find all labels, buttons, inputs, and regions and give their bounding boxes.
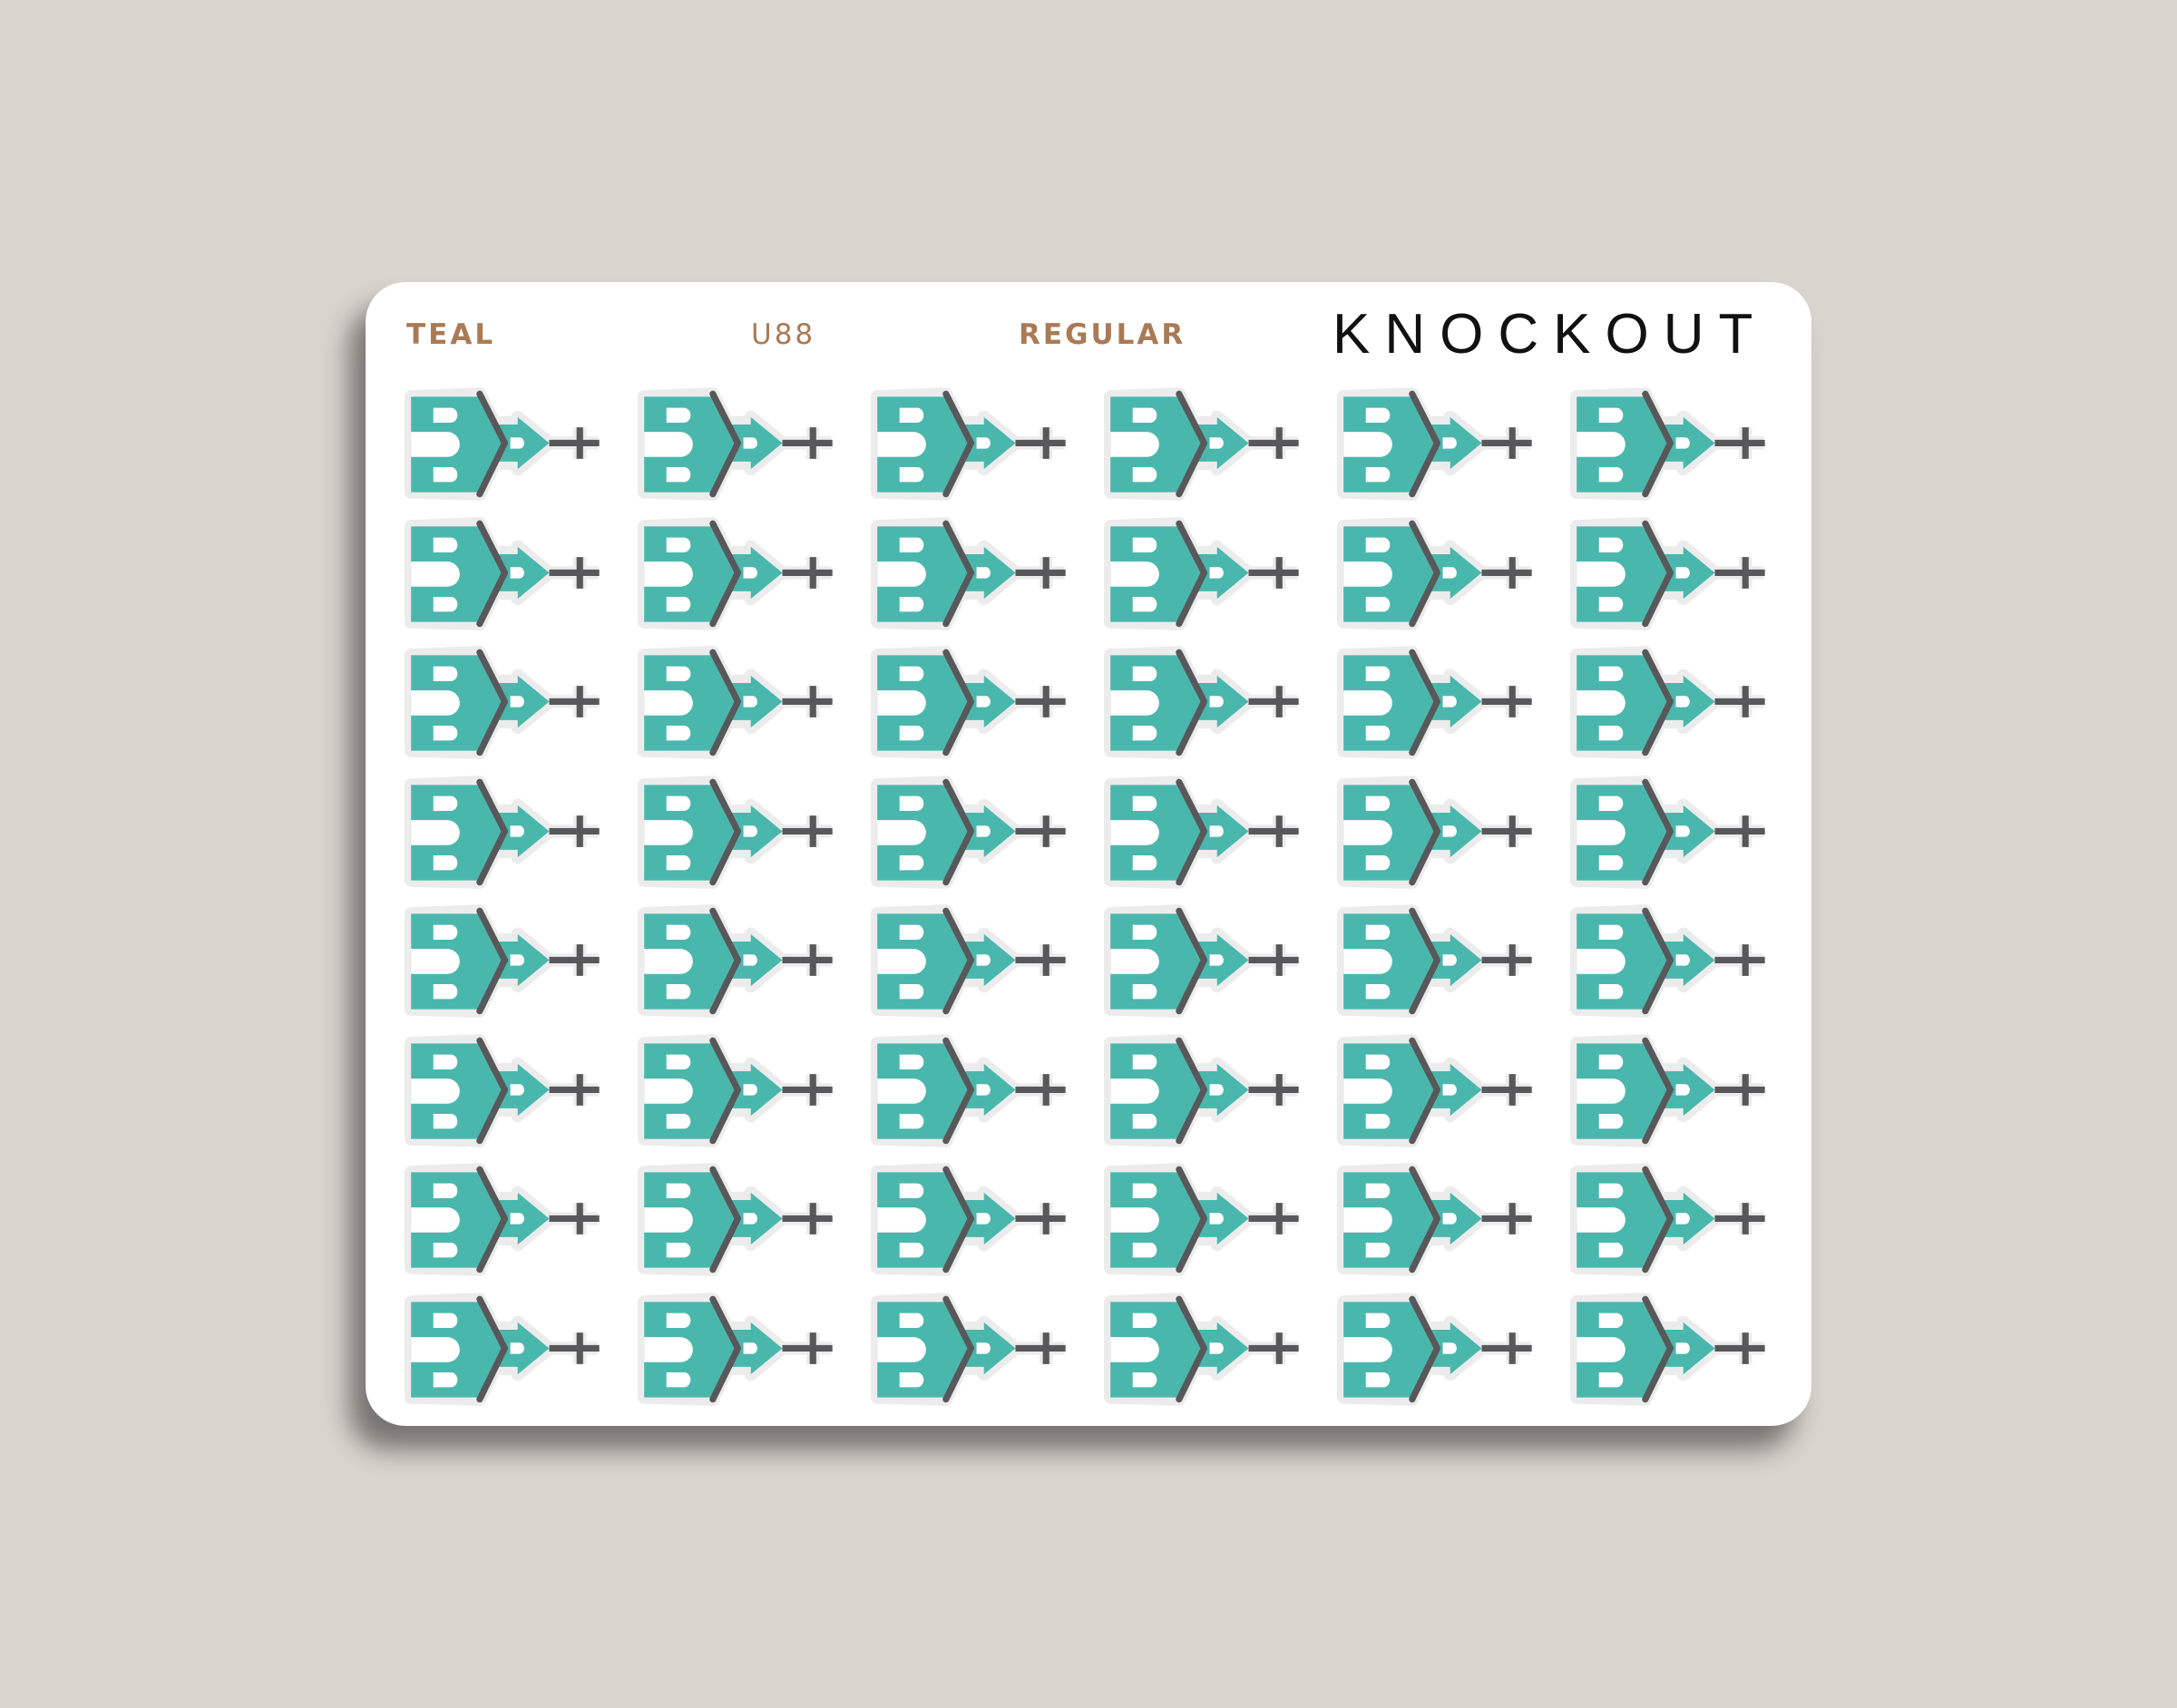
style-label: REGULAR — [1019, 318, 1186, 351]
sticker-sheet: TEAL U88 REGULAR KNOCKOUT — [366, 282, 1811, 1426]
teal-arrow-plus-sticker-icon — [404, 1157, 612, 1284]
teal-arrow-plus-sticker-icon — [870, 770, 1079, 897]
teal-arrow-plus-sticker-icon — [404, 1029, 612, 1156]
teal-arrow-plus-sticker-icon — [1336, 1029, 1545, 1156]
teal-arrow-plus-sticker-icon — [637, 899, 845, 1026]
teal-arrow-plus-sticker-icon — [870, 899, 1079, 1026]
teal-arrow-plus-sticker-icon — [637, 640, 845, 767]
teal-arrow-plus-sticker-icon — [1103, 899, 1312, 1026]
teal-arrow-plus-sticker-icon — [870, 1287, 1079, 1414]
teal-arrow-plus-sticker-icon — [1103, 770, 1312, 897]
color-label: TEAL — [406, 318, 496, 351]
teal-arrow-plus-sticker-icon — [870, 1029, 1079, 1156]
teal-arrow-plus-sticker-icon — [870, 640, 1079, 767]
teal-arrow-plus-sticker-icon — [1103, 1157, 1312, 1284]
teal-arrow-plus-sticker-icon — [637, 512, 845, 639]
teal-arrow-plus-sticker-icon — [870, 1157, 1079, 1284]
teal-arrow-plus-sticker-icon — [1569, 770, 1778, 897]
teal-arrow-plus-sticker-icon — [637, 1287, 845, 1414]
teal-arrow-plus-sticker-icon — [1336, 1157, 1545, 1284]
teal-arrow-plus-sticker-icon — [1569, 1157, 1778, 1284]
code-label: U88 — [751, 318, 816, 351]
sticker-grid — [404, 382, 1802, 1416]
teal-arrow-plus-sticker-icon — [1336, 640, 1545, 767]
teal-arrow-plus-sticker-icon — [1336, 899, 1545, 1026]
teal-arrow-plus-sticker-icon — [404, 1287, 612, 1414]
teal-arrow-plus-sticker-icon — [870, 512, 1079, 639]
teal-arrow-plus-sticker-icon — [637, 1029, 845, 1156]
teal-arrow-plus-sticker-icon — [1103, 1287, 1312, 1414]
teal-arrow-plus-sticker-icon — [1336, 382, 1545, 509]
teal-arrow-plus-sticker-icon — [1103, 640, 1312, 767]
teal-arrow-plus-sticker-icon — [404, 640, 612, 767]
teal-arrow-plus-sticker-icon — [1336, 1287, 1545, 1414]
brand-logo: KNOCKOUT — [1333, 303, 1768, 366]
teal-arrow-plus-sticker-icon — [1103, 1029, 1312, 1156]
teal-arrow-plus-sticker-icon — [637, 1157, 845, 1284]
teal-arrow-plus-sticker-icon — [1569, 1029, 1778, 1156]
teal-arrow-plus-sticker-icon — [1569, 640, 1778, 767]
teal-arrow-plus-sticker-icon — [1336, 770, 1545, 897]
teal-arrow-plus-sticker-icon — [870, 382, 1079, 509]
teal-arrow-plus-sticker-icon — [1103, 512, 1312, 639]
teal-arrow-plus-sticker-icon — [1569, 382, 1778, 509]
teal-arrow-plus-sticker-icon — [404, 770, 612, 897]
teal-arrow-plus-sticker-icon — [404, 382, 612, 509]
teal-arrow-plus-sticker-icon — [637, 382, 845, 509]
teal-arrow-plus-sticker-icon — [404, 512, 612, 639]
teal-arrow-plus-sticker-icon — [404, 899, 612, 1026]
teal-arrow-plus-sticker-icon — [1569, 1287, 1778, 1414]
teal-arrow-plus-sticker-icon — [1569, 512, 1778, 639]
teal-arrow-plus-sticker-icon — [1569, 899, 1778, 1026]
teal-arrow-plus-sticker-icon — [1103, 382, 1312, 509]
teal-arrow-plus-sticker-icon — [637, 770, 845, 897]
teal-arrow-plus-sticker-icon — [1336, 512, 1545, 639]
